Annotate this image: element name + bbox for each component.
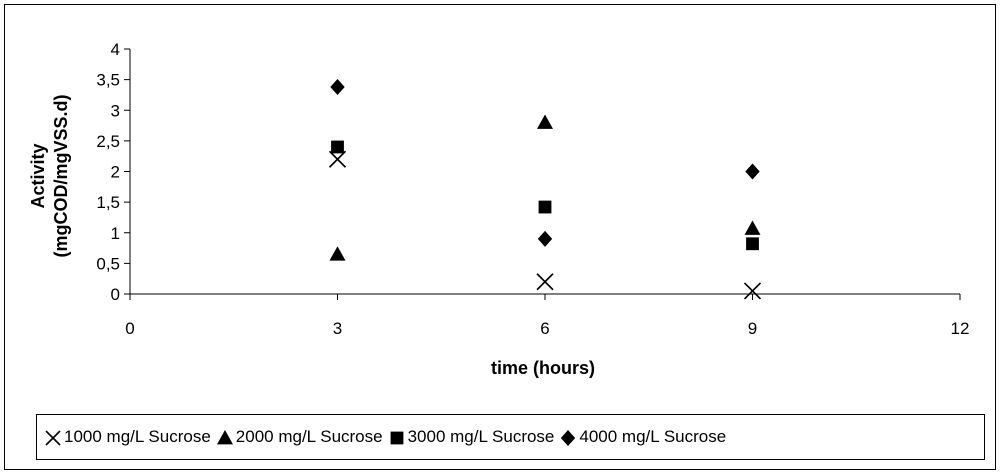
series-x bbox=[328, 150, 762, 300]
chart-frame bbox=[4, 4, 996, 470]
legend-item: 3000 mg/L Sucrose bbox=[387, 427, 555, 447]
y-axis-title: Activity (mgCOD/mgVSS.d) bbox=[28, 94, 71, 257]
x-tick-label: 12 bbox=[951, 319, 970, 338]
y-tick-label: 0 bbox=[111, 285, 120, 304]
y-tick-label: 2 bbox=[111, 163, 120, 182]
x-axis-title: time (hours) bbox=[491, 358, 595, 378]
data-point-square bbox=[538, 200, 552, 214]
x-tick-label: 9 bbox=[748, 319, 757, 338]
legend-item: 1000 mg/L Sucrose bbox=[43, 427, 211, 447]
x-tick-label: 6 bbox=[540, 319, 549, 338]
x-tick-label: 3 bbox=[333, 319, 342, 338]
data-point-x bbox=[743, 282, 762, 300]
data-point-x bbox=[328, 150, 347, 168]
legend-marker-shape bbox=[216, 430, 233, 445]
series-square bbox=[331, 140, 759, 251]
legend-item: 2000 mg/L Sucrose bbox=[215, 427, 383, 447]
x-axis-ticks: 0 3 6 9 12 bbox=[125, 294, 969, 338]
data-point-triangle bbox=[329, 246, 346, 261]
data-point-triangle bbox=[744, 220, 761, 235]
data-point-x bbox=[536, 273, 554, 291]
y-tick-label: 0,5 bbox=[96, 254, 120, 273]
data-point-diamond bbox=[330, 78, 345, 95]
data-point-diamond bbox=[537, 230, 553, 247]
legend-label: 2000 mg/L Sucrose bbox=[235, 427, 383, 446]
series-diamond bbox=[330, 78, 760, 247]
y-tick-label: 3 bbox=[111, 101, 120, 120]
y-tick-label: 3,5 bbox=[96, 71, 120, 90]
data-point-diamond bbox=[745, 163, 760, 180]
legend-marker-x-icon bbox=[43, 427, 63, 447]
y-axis-ticks: 0 0,5 1 1,5 2 2,5 3 3,5 4 bbox=[96, 40, 130, 304]
y-tick-label: 1 bbox=[111, 224, 120, 243]
axes bbox=[129, 49, 960, 295]
legend-item: 4000 mg/L Sucrose bbox=[558, 427, 726, 447]
data-point-square bbox=[331, 140, 344, 154]
legend-marker-shape bbox=[390, 431, 403, 445]
y-tick-label: 1,5 bbox=[96, 193, 120, 212]
series-triangle bbox=[329, 114, 761, 261]
data-point-square bbox=[746, 237, 759, 251]
legend-marker-shape bbox=[45, 430, 61, 446]
legend-marker-diamond-icon bbox=[558, 427, 578, 447]
legend-label: 4000 mg/L Sucrose bbox=[579, 427, 727, 446]
legend-label: 3000 mg/L Sucrose bbox=[407, 427, 555, 446]
data-points bbox=[328, 78, 762, 300]
y-axis-title-text: Activity (mgCOD/mgVSS.d) bbox=[28, 94, 71, 257]
legend-label: 1000 mg/L Sucrose bbox=[64, 427, 211, 446]
data-point-triangle bbox=[537, 114, 553, 129]
legend-marker-triangle-icon bbox=[215, 427, 235, 447]
legend: 1000 mg/L Sucrose 2000 mg/L Sucrose 3000 m… bbox=[36, 414, 985, 460]
legend-marker-shape bbox=[561, 430, 576, 446]
y-tick-label: 2,5 bbox=[96, 132, 120, 151]
y-tick-label: 4 bbox=[111, 40, 120, 59]
x-tick-label: 0 bbox=[125, 319, 134, 338]
legend-marker-square-icon bbox=[387, 427, 407, 447]
